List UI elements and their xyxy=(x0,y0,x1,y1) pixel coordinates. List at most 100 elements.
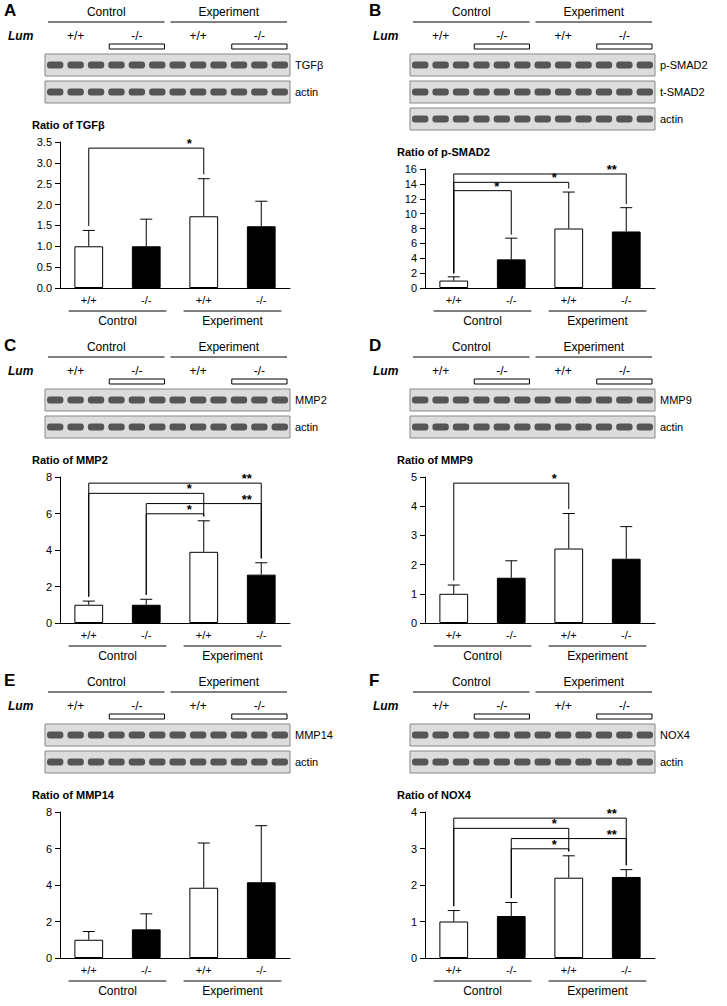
svg-text:6: 6 xyxy=(46,508,52,520)
svg-text:Control: Control xyxy=(98,984,137,998)
svg-text:+/+: +/+ xyxy=(561,964,577,976)
svg-text:-/-: -/- xyxy=(621,629,632,641)
svg-text:D: D xyxy=(369,336,381,355)
svg-text:-/-: -/- xyxy=(619,29,630,43)
svg-text:Control: Control xyxy=(98,649,137,663)
svg-text:Ratio of NOX4: Ratio of NOX4 xyxy=(397,789,472,801)
svg-text:-/-: -/- xyxy=(621,964,632,976)
svg-text:-/-: -/- xyxy=(131,29,142,43)
svg-text:actin: actin xyxy=(660,756,683,768)
svg-text:-/-: -/- xyxy=(496,29,507,43)
svg-text:*: * xyxy=(187,502,193,517)
svg-text:+/+: +/+ xyxy=(554,29,571,43)
svg-text:Lum: Lum xyxy=(8,699,34,713)
svg-text:1.0: 1.0 xyxy=(37,240,52,252)
svg-text:*: * xyxy=(552,837,558,852)
svg-text:-/-: -/- xyxy=(131,364,142,378)
svg-text:actin: actin xyxy=(660,421,683,433)
svg-text:Ratio of p-SMAD2: Ratio of p-SMAD2 xyxy=(397,146,490,158)
svg-text:Lum: Lum xyxy=(373,29,399,43)
svg-text:**: ** xyxy=(607,827,618,842)
svg-text:F: F xyxy=(369,671,379,690)
svg-text:Control: Control xyxy=(87,340,126,354)
svg-text:+/+: +/+ xyxy=(446,629,462,641)
svg-text:2.5: 2.5 xyxy=(37,178,52,190)
svg-text:Experiment: Experiment xyxy=(202,649,263,663)
svg-text:actin: actin xyxy=(295,756,318,768)
svg-text:-/-: -/- xyxy=(254,29,265,43)
svg-text:8: 8 xyxy=(46,806,52,818)
svg-text:Control: Control xyxy=(463,314,502,328)
svg-text:10: 10 xyxy=(405,208,417,220)
svg-text:4: 4 xyxy=(411,500,417,512)
svg-text:+/+: +/+ xyxy=(67,364,84,378)
svg-text:+/+: +/+ xyxy=(446,294,462,306)
svg-text:Experiment: Experiment xyxy=(198,340,259,354)
svg-text:Experiment: Experiment xyxy=(202,984,263,998)
svg-text:16: 16 xyxy=(405,163,417,175)
svg-text:Ratio of MMP14: Ratio of MMP14 xyxy=(32,789,115,801)
svg-text:Ratio of MMP2: Ratio of MMP2 xyxy=(32,454,108,466)
svg-text:6: 6 xyxy=(411,237,417,249)
svg-text:*: * xyxy=(187,481,193,496)
svg-text:0: 0 xyxy=(46,617,52,629)
svg-text:Lum: Lum xyxy=(8,29,34,43)
svg-text:3.0: 3.0 xyxy=(37,157,52,169)
svg-text:actin: actin xyxy=(295,86,318,98)
svg-text:*: * xyxy=(552,170,558,185)
svg-text:Control: Control xyxy=(98,314,137,328)
svg-text:-/-: -/- xyxy=(141,964,152,976)
svg-text:Experiment: Experiment xyxy=(563,675,624,689)
svg-text:1: 1 xyxy=(411,916,417,928)
svg-text:B: B xyxy=(369,1,381,20)
svg-text:Control: Control xyxy=(463,984,502,998)
svg-text:-/-: -/- xyxy=(619,364,630,378)
svg-text:**: ** xyxy=(607,806,618,821)
svg-text:actin: actin xyxy=(295,421,318,433)
svg-text:Experiment: Experiment xyxy=(567,649,628,663)
svg-text:*: * xyxy=(552,816,558,831)
svg-text:0.5: 0.5 xyxy=(37,261,52,273)
svg-text:*: * xyxy=(187,136,193,151)
svg-text:TGFβ: TGFβ xyxy=(295,59,323,71)
svg-text:Control: Control xyxy=(452,340,491,354)
svg-text:+/+: +/+ xyxy=(189,699,206,713)
svg-text:+/+: +/+ xyxy=(67,29,84,43)
svg-text:Experiment: Experiment xyxy=(563,5,624,19)
svg-text:+/+: +/+ xyxy=(432,364,449,378)
svg-text:-/-: -/- xyxy=(619,699,630,713)
svg-text:Ratio of TGFβ: Ratio of TGFβ xyxy=(32,119,105,131)
svg-text:2: 2 xyxy=(46,916,52,928)
svg-text:4: 4 xyxy=(411,252,417,264)
svg-text:Ratio of MMP9: Ratio of MMP9 xyxy=(397,454,473,466)
svg-text:1: 1 xyxy=(411,588,417,600)
svg-text:+/+: +/+ xyxy=(561,629,577,641)
svg-text:Experiment: Experiment xyxy=(198,5,259,19)
svg-text:p-SMAD2: p-SMAD2 xyxy=(660,59,708,71)
svg-text:E: E xyxy=(4,671,15,690)
svg-text:Control: Control xyxy=(452,675,491,689)
svg-text:-/-: -/- xyxy=(506,629,517,641)
svg-text:3: 3 xyxy=(411,529,417,541)
svg-text:Experiment: Experiment xyxy=(202,314,263,328)
svg-text:MMP2: MMP2 xyxy=(295,394,327,406)
svg-text:1.5: 1.5 xyxy=(37,219,52,231)
svg-text:5: 5 xyxy=(411,471,417,483)
svg-text:2: 2 xyxy=(411,267,417,279)
svg-text:0: 0 xyxy=(411,617,417,629)
svg-text:+/+: +/+ xyxy=(432,699,449,713)
svg-text:+/+: +/+ xyxy=(189,364,206,378)
svg-text:-/-: -/- xyxy=(254,699,265,713)
svg-text:+/+: +/+ xyxy=(446,964,462,976)
svg-text:-/-: -/- xyxy=(506,294,517,306)
svg-text:Lum: Lum xyxy=(373,364,399,378)
svg-text:Lum: Lum xyxy=(373,699,399,713)
svg-text:8: 8 xyxy=(411,223,417,235)
svg-text:C: C xyxy=(4,336,16,355)
svg-text:2: 2 xyxy=(46,581,52,593)
svg-text:Lum: Lum xyxy=(8,364,34,378)
svg-text:-/-: -/- xyxy=(131,699,142,713)
svg-text:t-SMAD2: t-SMAD2 xyxy=(660,86,705,98)
svg-text:6: 6 xyxy=(46,843,52,855)
svg-text:2: 2 xyxy=(411,559,417,571)
